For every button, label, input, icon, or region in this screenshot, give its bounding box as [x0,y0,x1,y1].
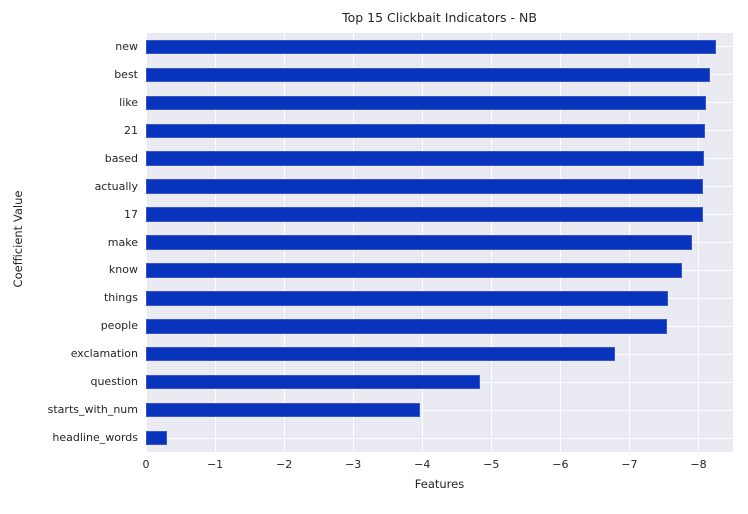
bar-17 [146,207,703,222]
bar-exclamation [146,346,615,362]
bar-headline_words [146,430,167,446]
y-tick-label-21: 21 [124,123,138,137]
y-tick-label-actually: actually [94,179,138,193]
y-tick-label-based: based [104,151,138,165]
bar-actually [146,179,703,194]
y-tick-label-make: make [107,235,138,249]
y-tick-label-people: people [100,319,138,333]
bar-question [146,374,480,390]
bar-know [146,263,682,278]
y-tick-label-question: question [90,375,138,389]
x-axis-label: Features [414,477,465,491]
bar-like [146,95,707,111]
y-tick-label-know: know [108,263,138,277]
y-tick-label-new: new [115,39,138,53]
x-tick-label: −3 [345,458,362,471]
bar-21 [146,123,705,139]
y-tick-label-starts_with_num: starts_with_num [47,403,138,417]
chart-title: Top 15 Clickbait Indicators - NB [342,10,537,25]
x-tick-label: 0 [142,458,150,471]
bar-best [146,67,710,83]
x-tick-label: −7 [621,458,638,471]
plot-area [145,33,733,452]
y-tick-label-things: things [103,291,138,305]
y-gridline [146,409,733,411]
y-tick-label-best: best [114,67,138,81]
y-tick-label-like: like [119,95,138,109]
x-tick-label: −5 [483,458,500,471]
y-tick-label-headline_words: headline_words [52,431,138,445]
bar-things [146,291,669,306]
y-gridline [146,437,733,439]
x-tick-label: −4 [414,458,431,471]
x-tick-label: −6 [552,458,569,471]
x-tick-label: −8 [690,458,707,471]
bar-new [146,39,716,55]
bar-starts_with_num [146,402,421,418]
x-tick-label: −2 [276,458,293,471]
bar-people [146,319,667,334]
y-tick-label-exclamation: exclamation [70,347,138,361]
y-tick-label-17: 17 [124,207,138,221]
bar-make [146,235,693,250]
bar-based [146,151,704,166]
x-tick-label: −1 [206,458,224,471]
